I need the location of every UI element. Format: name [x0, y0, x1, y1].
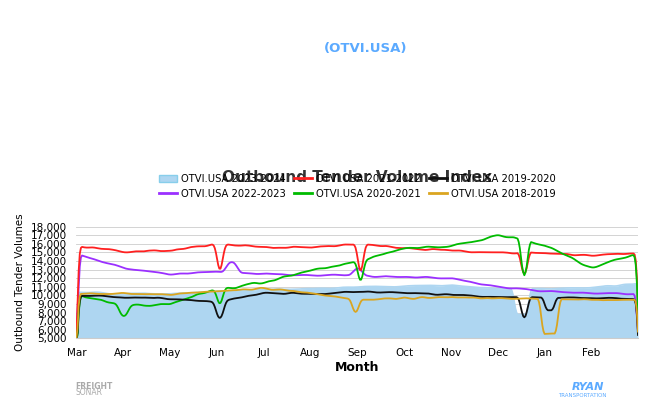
Text: FREIGHT: FREIGHT: [75, 382, 112, 391]
Text: SONAR: SONAR: [75, 388, 102, 397]
Text: TRANSPORTATION: TRANSPORTATION: [558, 393, 607, 398]
Text: (OTVI.USA): (OTVI.USA): [324, 42, 407, 55]
Title: Outbound Tender Volume Index: Outbound Tender Volume Index: [222, 170, 492, 185]
Legend: OTVI.USA 2023-2024, OTVI.USA 2022-2023, OTVI.USA 2021-2022, OTVI.USA 2020-2021, : OTVI.USA 2023-2024, OTVI.USA 2022-2023, …: [159, 174, 556, 198]
X-axis label: Month: Month: [335, 361, 379, 374]
Text: RYAN: RYAN: [571, 382, 604, 392]
Y-axis label: Outbound Tender Volumes: Outbound Tender Volumes: [15, 214, 25, 351]
